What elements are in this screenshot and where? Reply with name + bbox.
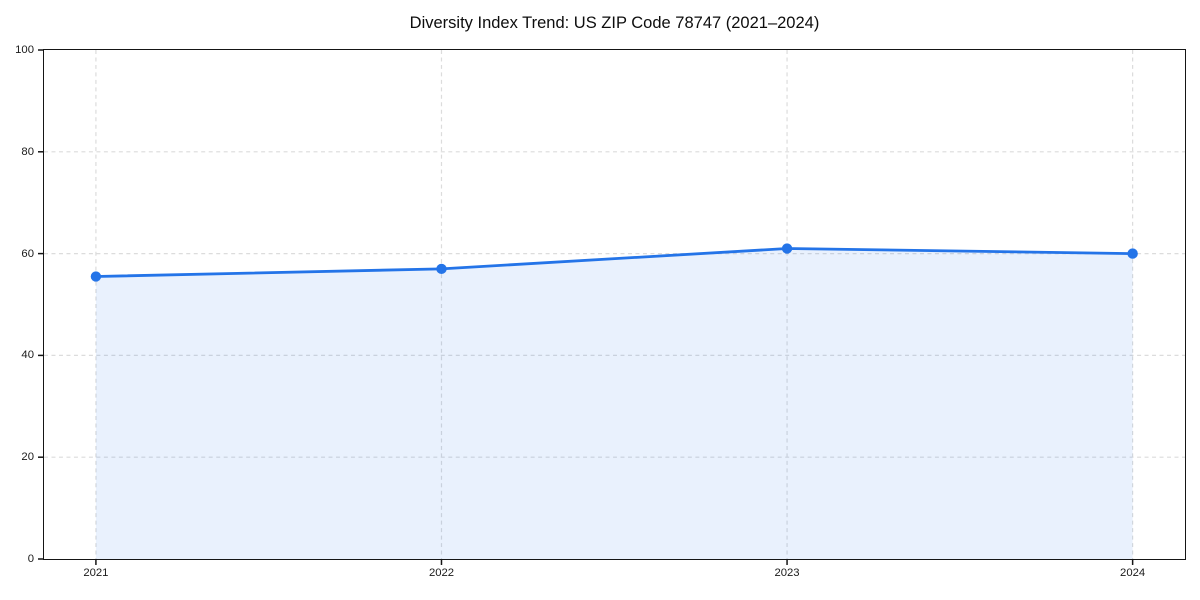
area-fill <box>95 248 1133 559</box>
chart-title: Diversity Index Trend: US ZIP Code 78747… <box>409 14 820 32</box>
x-tick-label: 2024 <box>1120 567 1146 579</box>
trend-line <box>94 247 1135 278</box>
x-tick-label: 2022 <box>428 567 455 579</box>
data-point-2022 <box>436 263 447 275</box>
data-point-2021 <box>90 271 102 282</box>
y-tick-label: 20 <box>21 451 34 464</box>
y-tick-label: 60 <box>21 247 34 260</box>
y-tick-label: 40 <box>21 349 34 362</box>
data-point-2024 <box>1127 248 1138 259</box>
y-tick-label: 100 <box>15 44 34 56</box>
y-tick-label: 80 <box>21 145 34 158</box>
line-chart-canvas <box>38 49 1185 565</box>
plot-area: 100 80 60 40 20 0 2021 2022 2023 2024 <box>15 44 1186 579</box>
x-tick-label: 2023 <box>774 567 800 579</box>
data-point-2023 <box>781 243 793 254</box>
y-tick-label: 0 <box>27 553 34 565</box>
x-tick-label: 2021 <box>83 567 109 579</box>
